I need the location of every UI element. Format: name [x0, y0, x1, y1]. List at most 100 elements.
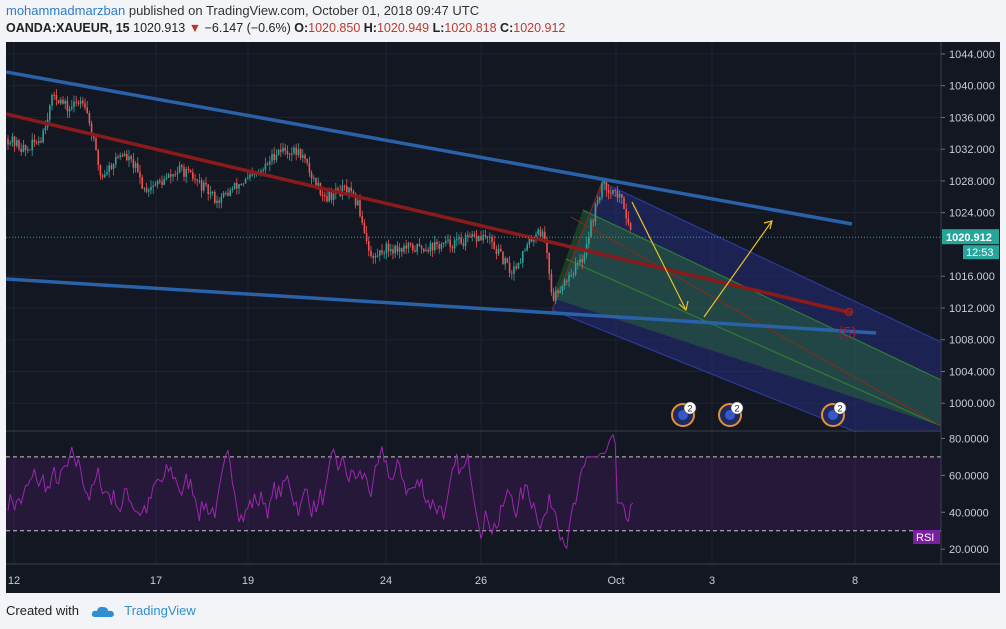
candle-body [51, 94, 53, 106]
candle-body [447, 239, 449, 241]
pitchfork-line [565, 258, 942, 427]
candle-body [277, 149, 280, 155]
candle-body [451, 246, 454, 249]
candle-body [262, 169, 264, 171]
candle-body [418, 244, 421, 246]
candle-body [189, 169, 192, 173]
candle-body [216, 200, 218, 203]
candle-body [62, 99, 64, 104]
candle-body [117, 156, 119, 158]
candle-body [394, 245, 396, 254]
open-label: O: [294, 21, 309, 35]
candle-body [407, 243, 410, 249]
candle-body [379, 250, 381, 256]
trendline-anchor [844, 307, 854, 317]
candle-body [11, 136, 14, 143]
price-tick-label: 1040.000 [949, 81, 995, 93]
candle-body [480, 236, 482, 241]
candle-body [618, 194, 621, 198]
last-price-value: 1020.912 [946, 232, 992, 244]
candle-body [563, 280, 566, 286]
candle-body [143, 188, 146, 190]
candle-body [134, 163, 137, 168]
tradingview-link[interactable]: TradingView [124, 603, 196, 618]
candle-body [174, 174, 176, 176]
candle-body [383, 253, 385, 255]
candle-body [431, 243, 434, 251]
candle-body [416, 244, 418, 252]
candle-body [38, 140, 40, 143]
chart-canvas[interactable]: (5) 2 2 2 1044.000 1040.000 1036.000 1032.000… [6, 42, 1000, 593]
created-with-text: Created with [6, 603, 79, 618]
price-tick-label: 1032.000 [949, 144, 995, 156]
open-value: 1020.850 [308, 21, 361, 35]
event-badge-count: 2 [734, 404, 739, 414]
pitchfork-line [601, 181, 942, 343]
candle-body [306, 158, 308, 163]
candle-body [170, 174, 172, 177]
candle-body [594, 203, 597, 222]
event-badge [833, 401, 847, 415]
high-value: 1020.949 [376, 21, 430, 35]
countdown-tag [963, 245, 999, 260]
rsi-tick-label: 40.0000 [949, 507, 989, 519]
candle-body [348, 187, 350, 193]
candle-body [145, 188, 148, 192]
candle-body [71, 107, 73, 109]
price-tick-label: 1000.000 [949, 398, 995, 410]
candle-body [194, 178, 196, 180]
candle-body [218, 200, 220, 203]
candle-body [16, 140, 18, 146]
candle-body [121, 155, 124, 157]
candle-body [614, 189, 616, 191]
candle-body [82, 100, 84, 104]
candle-body [141, 177, 143, 189]
upper-trendline [6, 70, 853, 226]
candle-body [438, 244, 440, 249]
candle-body [574, 263, 577, 275]
candle-body [152, 185, 154, 188]
candle-body [442, 242, 445, 244]
event-markers[interactable]: 2 2 2 [671, 401, 847, 427]
candle-body [629, 223, 632, 230]
candle-body [95, 138, 97, 150]
candle-body [99, 164, 102, 176]
candle-body [203, 182, 205, 191]
author-link[interactable]: mohammadmarzban [6, 3, 126, 18]
candle-body [165, 177, 168, 180]
candle-body [192, 172, 194, 179]
candle-body [528, 238, 531, 245]
rsi-tick-label: 60.0000 [949, 470, 989, 482]
price-axis-bg [941, 42, 1000, 593]
pitchfork-median-line [570, 216, 942, 427]
candle-body [297, 149, 300, 155]
candle-body [321, 194, 324, 196]
last-price: 1020.913 [133, 21, 186, 35]
candle-body [343, 185, 346, 187]
candle-body [150, 187, 152, 191]
candle-body [64, 100, 66, 104]
candle-body [187, 168, 190, 170]
candle-body [429, 243, 432, 252]
candle-body [236, 182, 238, 189]
candle-body [172, 174, 174, 177]
candle-body [44, 127, 47, 131]
candle-body [596, 200, 599, 204]
candle-body [464, 235, 467, 247]
arrow-head [678, 300, 689, 312]
overlay-drawings[interactable]: (5) [6, 70, 941, 341]
candle-body [299, 149, 302, 158]
candle-body [621, 194, 623, 198]
candle-body [337, 188, 339, 192]
candle-body [625, 209, 627, 219]
candle-body [207, 184, 209, 195]
rsi-pane [6, 430, 941, 550]
candle-body [156, 180, 159, 185]
rsi-line [7, 433, 634, 550]
candle-body [271, 153, 273, 162]
price-tick-label: 1024.000 [949, 208, 995, 220]
candle-body [110, 165, 113, 169]
candle-body [183, 167, 185, 177]
candle-body [40, 140, 42, 143]
candle-body [376, 255, 379, 257]
